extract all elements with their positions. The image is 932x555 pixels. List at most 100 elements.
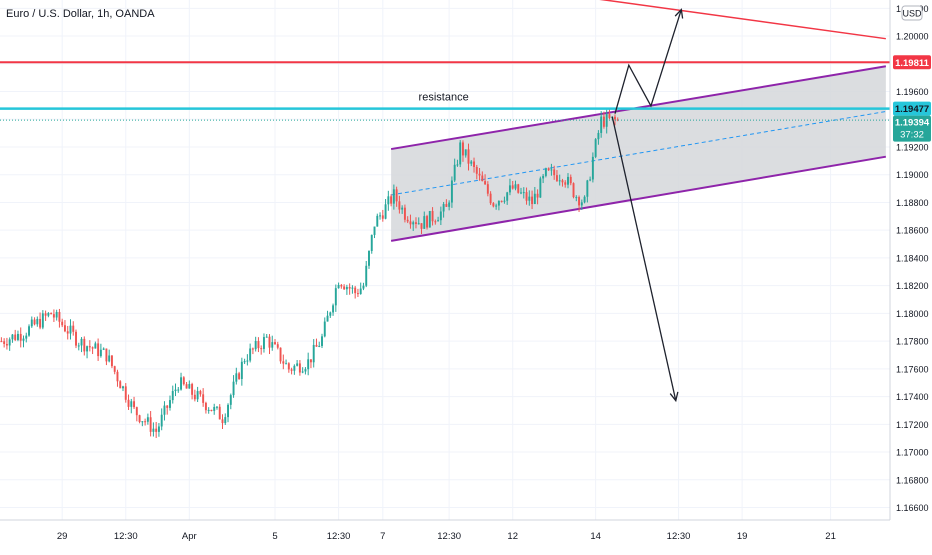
candle-body xyxy=(390,196,393,204)
candle-body xyxy=(370,234,373,251)
candle-body xyxy=(218,406,221,420)
candle-body xyxy=(445,204,448,207)
channel-lower-line[interactable] xyxy=(390,155,887,242)
candle-body xyxy=(569,176,572,184)
candle-body xyxy=(262,337,265,349)
candle-body xyxy=(614,116,616,120)
candle-body xyxy=(343,286,346,290)
candle-body xyxy=(213,406,216,411)
symbol-title: Euro / U.S. Dollar, 1h, OANDA xyxy=(6,8,155,20)
candle-body xyxy=(384,204,387,219)
time-tick-label: 12:30 xyxy=(327,531,351,542)
candle-body xyxy=(124,386,127,400)
price-tick-label: 1.20000 xyxy=(896,32,929,42)
candle-body xyxy=(268,336,271,348)
candle-body xyxy=(113,366,116,372)
candle-body xyxy=(61,321,64,326)
candle-body xyxy=(122,386,124,389)
candle-body xyxy=(11,334,14,340)
candle-body xyxy=(276,344,279,348)
candle-body xyxy=(271,342,274,348)
candle-body xyxy=(69,325,72,334)
time-tick-label: 21 xyxy=(825,531,836,542)
candle-body xyxy=(39,318,42,328)
red-descending-trendline[interactable] xyxy=(444,0,886,40)
candle-body xyxy=(25,335,28,339)
candle-body xyxy=(99,349,102,357)
candle-body xyxy=(127,399,130,407)
candle-body xyxy=(188,384,191,389)
candle-body xyxy=(3,341,6,344)
candle-body xyxy=(442,204,445,212)
candle-body xyxy=(362,285,365,289)
candle-body xyxy=(492,203,495,207)
candlestick-series xyxy=(0,107,619,439)
candle-body xyxy=(116,371,119,382)
candle-body xyxy=(376,215,379,227)
candle-body xyxy=(544,168,547,176)
candle-body xyxy=(321,336,323,346)
candle-body xyxy=(66,331,69,334)
candle-body xyxy=(533,193,536,205)
candle-body xyxy=(406,219,409,222)
projection-arrows[interactable] xyxy=(611,8,684,403)
candle-body xyxy=(293,365,296,371)
time-tick-labels: 29 12:30 Apr 5 12:30 7 12:30 12 14 12:30 19 21 xyxy=(57,531,836,542)
time-axis[interactable]: 29 12:30 Apr 5 12:30 7 12:30 12 14 12:30 19 21 xyxy=(0,519,932,550)
candle-body xyxy=(160,414,163,427)
candle-body xyxy=(138,415,141,423)
candle-body xyxy=(58,311,61,322)
candle-body xyxy=(36,318,39,325)
candle-body xyxy=(287,363,290,370)
candle-body xyxy=(428,211,431,228)
candle-body xyxy=(169,400,171,408)
candle-body xyxy=(401,207,404,210)
price-tick-label: 1.18400 xyxy=(896,253,929,263)
candle-body xyxy=(216,406,218,408)
candle-body xyxy=(600,116,603,133)
candle-body xyxy=(105,348,108,362)
currency-badge[interactable]: USD xyxy=(901,5,923,21)
candle-body xyxy=(359,288,362,295)
candle-body xyxy=(307,359,310,370)
candle-body xyxy=(531,196,534,205)
time-tick-label: 29 xyxy=(57,531,68,542)
candle-body xyxy=(149,417,152,432)
price-tick-label: 1.17200 xyxy=(896,420,929,430)
price-axis[interactable]: 1.202001.200001.198001.196001.194001.192… xyxy=(889,0,932,520)
candle-body xyxy=(536,193,539,198)
channel-fill xyxy=(391,66,886,241)
candle-body xyxy=(207,409,210,411)
candle-body xyxy=(86,346,89,352)
breakdown-down-arrow xyxy=(611,116,677,401)
candle-body xyxy=(481,175,484,182)
candle-body xyxy=(163,405,166,415)
candle-body xyxy=(439,211,442,221)
candle-body xyxy=(146,417,149,422)
candle-body xyxy=(80,338,83,346)
time-tick-label: 12:30 xyxy=(114,531,138,542)
price-tick-label: 1.16800 xyxy=(896,475,929,485)
candle-body xyxy=(91,347,94,349)
candle-body xyxy=(97,343,100,357)
candle-body xyxy=(580,202,583,206)
candle-body xyxy=(398,201,401,210)
price-tick-label: 1.19600 xyxy=(896,87,929,97)
price-tick-label: 1.17600 xyxy=(896,364,929,374)
candle-body xyxy=(345,286,348,290)
candle-body xyxy=(354,287,357,294)
candle-body xyxy=(514,184,517,189)
candle-body xyxy=(290,369,293,371)
candle-body xyxy=(459,142,462,165)
last-price-tag: 1.19394 37:32 xyxy=(893,115,931,142)
candle-body xyxy=(19,333,22,341)
candle-body xyxy=(227,404,229,418)
candle-body xyxy=(41,313,44,328)
price-tick-label: 1.19000 xyxy=(896,170,929,180)
candle-body xyxy=(547,168,550,171)
candle-body xyxy=(249,348,252,361)
candle-body xyxy=(182,377,185,385)
candle-body xyxy=(193,394,196,400)
